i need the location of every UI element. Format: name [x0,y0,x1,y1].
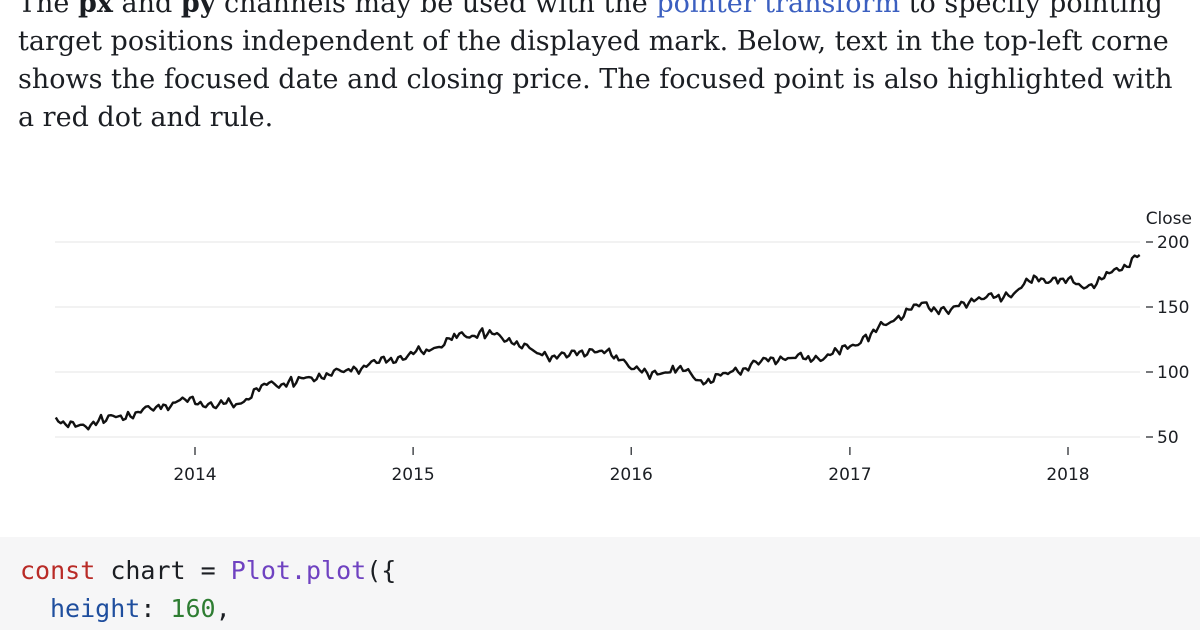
plot-call: Plot.plot [230,556,367,585]
code-text: chart = [95,556,231,585]
x-tick-label: 2014 [173,465,216,485]
x-tick-label: 2017 [828,465,871,485]
height-property: height [50,594,141,623]
description-paragraph: The px and py channels may be used with … [18,0,1200,137]
px-channel-term: px [77,0,113,19]
y-axis-label: Close [1146,209,1192,229]
close-price-line [54,254,1141,431]
code-text: ({ [366,556,397,585]
text-segment: The [18,0,78,19]
code-text: , [215,594,231,623]
code-line-2: height: 160, [0,590,1200,628]
x-tick-label: 2015 [391,465,434,485]
code-block: const chart = Plot.plot({ height: 160, [0,537,1200,630]
code-line-1: const chart = Plot.plot({ [0,552,1200,590]
const-keyword: const [20,556,96,585]
y-tick-label: 150 [1157,298,1189,318]
x-tick-label: 2016 [610,465,653,485]
line-chart[interactable]: 50 100 150 200 Close 2014 2015 2016 2017 2018 [0,195,1200,495]
x-tick-label: 2018 [1046,465,1089,485]
code-text: : [140,594,171,623]
y-tick-label: 50 [1157,428,1179,448]
pointer-transform-link[interactable]: pointer transform [656,0,901,19]
description-line-4: a red dot and rule. [18,102,274,133]
text-segment: channels may be used with the [215,0,657,19]
py-channel-term: py [180,0,216,19]
description-line-1: The px and py channels may be used with … [18,0,1200,23]
description-line-3: shows the focused date and closing price… [18,64,1173,95]
y-tick-label: 100 [1157,363,1189,383]
y-tick-label: 200 [1157,233,1189,253]
text-segment: to specify pointing [900,0,1163,19]
text-segment: and [112,0,181,19]
description-line-2: target positions independent of the disp… [18,26,1169,57]
height-value: 160 [170,594,216,623]
